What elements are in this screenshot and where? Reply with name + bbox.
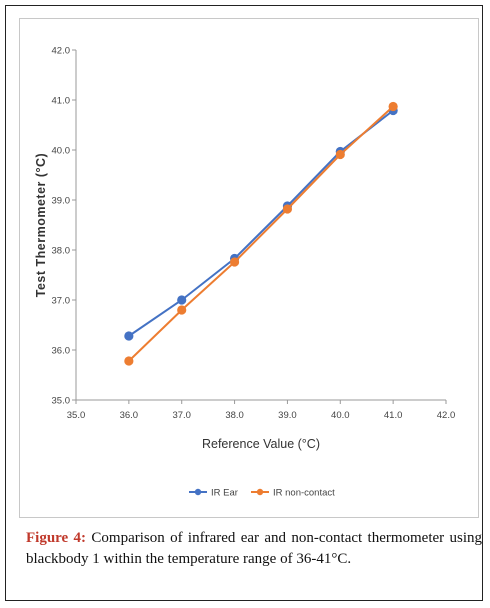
y-tick-label: 38.0 [52, 246, 71, 257]
legend-item: IR non-contact [251, 488, 335, 499]
y-tick-label: 37.0 [52, 296, 71, 307]
x-tick-label: 40.0 [331, 410, 350, 421]
legend-swatch-marker [256, 488, 264, 496]
line-chart: 35.0 36.0 37.0 38.0 39.0 40.0 41.0 42.0 35.0 36.0… [19, 18, 479, 518]
data-point [388, 101, 398, 112]
x-tick-label: 42.0 [437, 410, 456, 421]
y-tick-label: 36.0 [52, 346, 71, 357]
figure-frame: 35.0 36.0 37.0 38.0 39.0 40.0 41.0 42.0 35.0 36.0… [5, 5, 483, 601]
data-point [282, 204, 293, 214]
x-tick-label: 39.0 [278, 410, 297, 421]
figure-caption: Figure 4: Comparison of infrared ear and… [26, 528, 482, 570]
y-tick-label: 40.0 [52, 146, 71, 157]
y-axis-title: Test Thermometer (°C) [34, 153, 48, 297]
legend-label: IR non-contact [273, 488, 335, 499]
caption-text: Comparison of infrared ear and non-conta… [26, 530, 483, 567]
series-line [128, 109, 394, 337]
x-axis-title: Reference Value (°C) [202, 437, 320, 451]
series-ir-non-contact [124, 101, 398, 366]
chart-border [19, 18, 479, 518]
x-tick-label: 41.0 [384, 410, 403, 421]
legend-swatch-marker [194, 488, 202, 496]
data-point [177, 295, 187, 305]
y-tick-label: 41.0 [52, 96, 71, 107]
legend-label: IR Ear [211, 488, 238, 499]
x-tick-label: 36.0 [120, 410, 139, 421]
x-tick-label: 37.0 [172, 410, 191, 421]
data-point [229, 257, 240, 267]
series-layer [124, 101, 398, 366]
data-point [124, 356, 134, 366]
data-point [124, 331, 134, 341]
x-tick-label: 35.0 [67, 410, 86, 421]
legend: IR Ear IR non-contact [189, 488, 335, 499]
y-tick-label: 35.0 [52, 396, 71, 407]
caption-label: Figure 4: [26, 530, 87, 546]
y-tick-label: 39.0 [52, 196, 71, 207]
axes: 35.0 36.0 37.0 38.0 39.0 40.0 41.0 42.0 35.0 36.0… [52, 46, 456, 422]
legend-item: IR Ear [189, 488, 238, 499]
chart-area: 35.0 36.0 37.0 38.0 39.0 40.0 41.0 42.0 35.0 36.0… [19, 18, 479, 518]
data-point [177, 305, 187, 315]
x-tick-label: 38.0 [225, 410, 244, 421]
series-line [128, 105, 394, 362]
y-tick-label: 42.0 [52, 46, 71, 57]
data-point [335, 149, 345, 160]
